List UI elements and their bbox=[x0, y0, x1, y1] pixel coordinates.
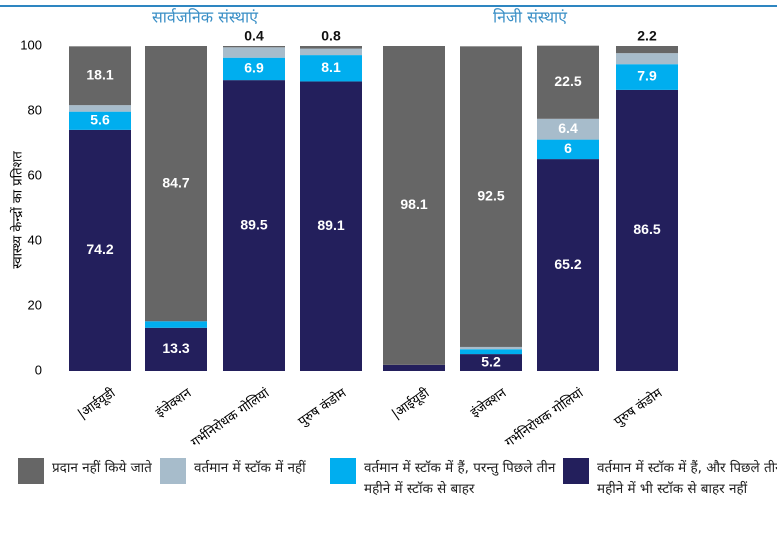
data-label: 3.2 bbox=[244, 30, 264, 46]
bar-segment bbox=[616, 46, 678, 54]
x-tick-label: इंजेक्शन bbox=[153, 385, 195, 421]
legend-swatch bbox=[18, 458, 44, 484]
legend-swatch bbox=[563, 458, 589, 484]
panel-title: सार्वजनिक संस्थाएं bbox=[152, 8, 259, 27]
data-label: 13.3 bbox=[162, 340, 189, 356]
data-label: 0.4 bbox=[244, 28, 264, 44]
bar-segment bbox=[460, 346, 522, 350]
legend-swatch bbox=[330, 458, 356, 484]
data-label: 98.1 bbox=[400, 196, 427, 212]
data-label: 65.2 bbox=[554, 256, 581, 272]
data-label: 8.1 bbox=[321, 59, 341, 75]
data-label: 2.2 bbox=[637, 28, 657, 44]
bar-segment bbox=[145, 321, 207, 328]
bar-segment bbox=[460, 46, 522, 347]
data-label: 74.2 bbox=[86, 241, 113, 257]
y-axis-label: स्वास्थ्य केन्द्रों का प्रतिशत bbox=[10, 151, 26, 269]
bar-segment bbox=[300, 46, 362, 49]
x-tick-label: |आईयूडी bbox=[75, 385, 119, 423]
data-label: 0.8 bbox=[321, 28, 341, 44]
x-tick-label: पुरुष कंडोम bbox=[295, 385, 349, 430]
bar-segment bbox=[223, 47, 285, 58]
data-label: 5.6 bbox=[90, 111, 110, 127]
bar-segment bbox=[300, 48, 362, 56]
bar-segment bbox=[69, 111, 131, 130]
legend-label: वर्तमान में स्टॉक में नहीं bbox=[194, 460, 306, 476]
bar-segment bbox=[300, 55, 362, 82]
y-tick-label: 20 bbox=[28, 297, 42, 312]
bar-segment bbox=[223, 46, 285, 48]
chart: सार्वजनिक संस्थाएं स्वास्थ्य केन्द्रों का… bbox=[0, 5, 777, 450]
legend-label: प्रदान नहीं किये जाते bbox=[52, 460, 152, 476]
data-label: 92.5 bbox=[477, 187, 504, 203]
legend-item: प्रदान नहीं किये जाते bbox=[18, 458, 162, 484]
y-tick-label: 40 bbox=[28, 232, 42, 247]
bar-segment bbox=[69, 129, 131, 371]
bar-segment bbox=[145, 46, 207, 322]
bar-segment bbox=[537, 139, 599, 160]
bar-segment bbox=[383, 46, 445, 365]
data-label: 89.5 bbox=[240, 216, 267, 232]
legend-swatch bbox=[160, 458, 186, 484]
bar-segment bbox=[383, 364, 445, 371]
bar-segment bbox=[223, 80, 285, 371]
data-label: 22.5 bbox=[554, 73, 581, 89]
legend-label: वर्तमान में स्टॉक में हैं, परन्तु पिछले … bbox=[364, 460, 556, 497]
x-tick-label: गर्भनिरोधक गोलियां bbox=[502, 385, 587, 450]
y-tick-label: 80 bbox=[28, 102, 42, 117]
bar-segment bbox=[223, 57, 285, 81]
legend-item: वर्तमान में स्टॉक में हैं, और पिछले तीन … bbox=[563, 458, 777, 500]
bar-segment bbox=[69, 105, 131, 112]
bar-segment bbox=[616, 64, 678, 90]
data-label: 86.5 bbox=[633, 221, 660, 237]
x-tick-label: |आईयूडी bbox=[389, 385, 433, 423]
bar-segment bbox=[616, 53, 678, 65]
legend-label: वर्तमान में स्टॉक में हैं, और पिछले तीन … bbox=[597, 460, 777, 497]
data-label: 6.9 bbox=[244, 60, 264, 76]
data-label: 18.1 bbox=[86, 66, 113, 82]
bar-segment bbox=[145, 327, 207, 371]
x-tick-label: इंजेक्शन bbox=[468, 385, 510, 421]
bar-segment bbox=[300, 81, 362, 372]
data-label: 5.2 bbox=[481, 353, 501, 369]
data-label: 2 bbox=[327, 31, 335, 47]
y-tick-label: 60 bbox=[28, 167, 42, 182]
bar-segment bbox=[616, 89, 678, 371]
x-tick-label: गर्भनिरोधक गोलियां bbox=[188, 385, 273, 450]
y-tick-label: 100 bbox=[20, 37, 42, 52]
data-label: 84.7 bbox=[162, 174, 189, 190]
y-tick-label: 0 bbox=[35, 362, 42, 377]
bar-segment bbox=[69, 46, 131, 106]
bar-segment bbox=[460, 354, 522, 371]
data-label: 7.9 bbox=[637, 68, 657, 84]
bar-segment bbox=[537, 118, 599, 140]
data-label: 6 bbox=[564, 140, 572, 156]
data-label: 6.4 bbox=[558, 120, 578, 136]
panel-title: निजी संस्थाएं bbox=[493, 8, 568, 27]
bar-segment bbox=[537, 159, 599, 371]
data-label: 89.1 bbox=[317, 217, 344, 233]
bar-segment bbox=[460, 349, 522, 355]
legend-item: वर्तमान में स्टॉक में नहीं bbox=[160, 458, 334, 484]
x-tick-label: पुरुष कंडोम bbox=[611, 385, 665, 430]
legend-item: वर्तमान में स्टॉक में हैं, परन्तु पिछले … bbox=[330, 458, 574, 500]
bar-segment bbox=[537, 45, 599, 119]
